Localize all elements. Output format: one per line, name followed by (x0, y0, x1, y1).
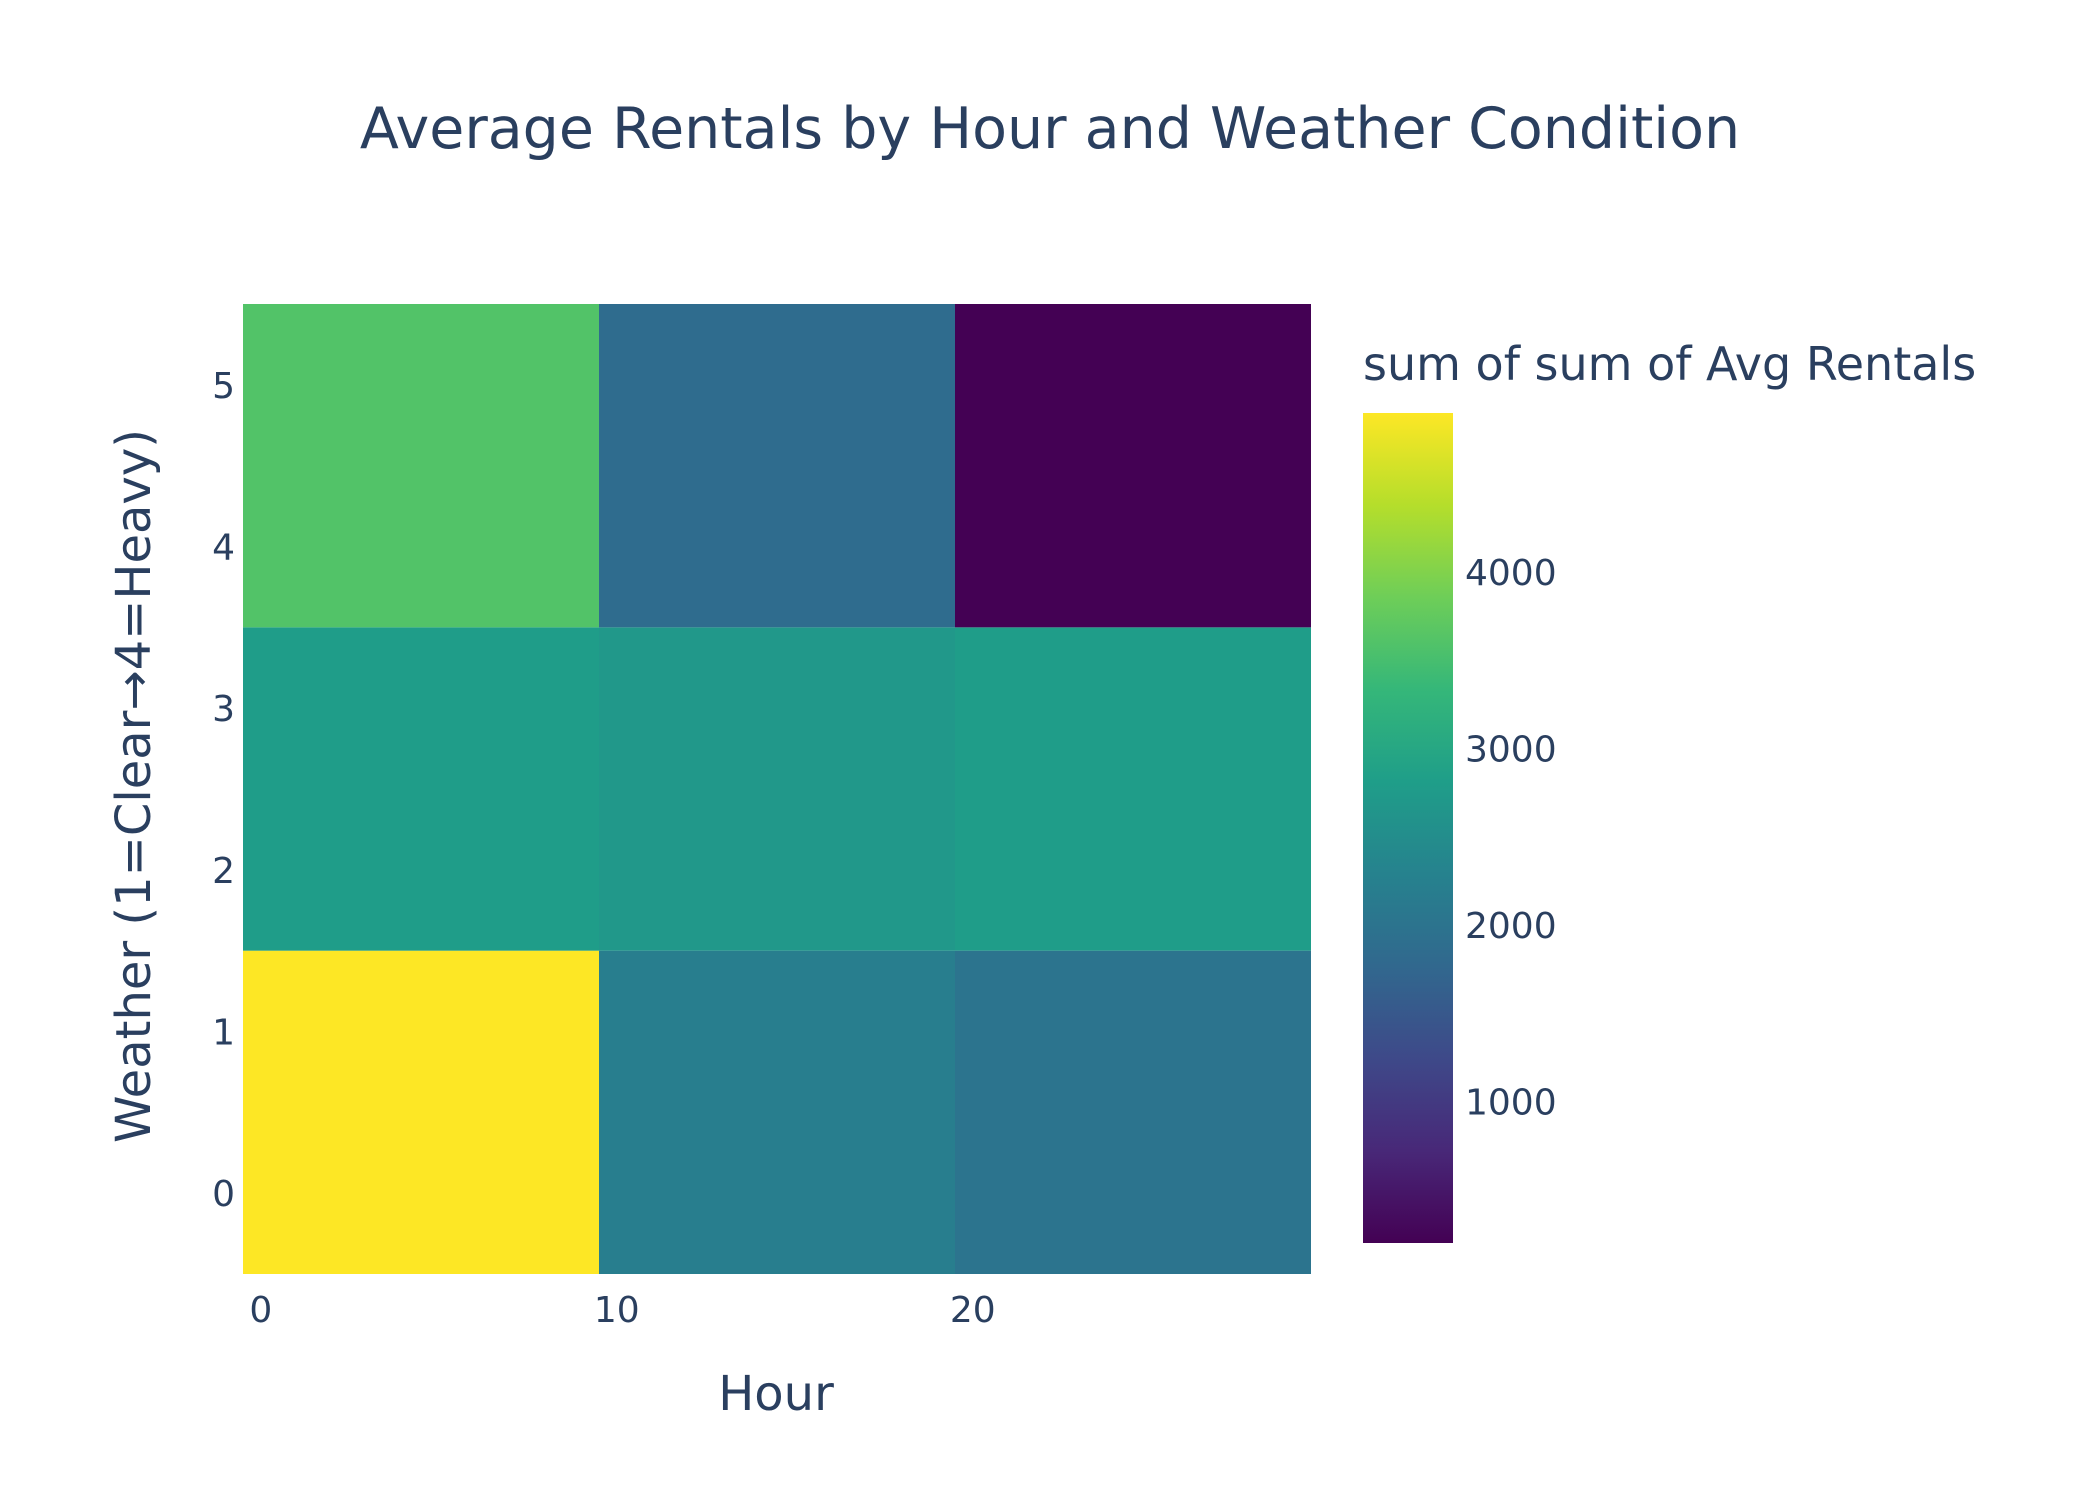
y-tick-label: 0 (212, 1174, 235, 1215)
x-axis-ticks: 0 10 20 (249, 1290, 995, 1331)
y-tick-label: 4 (212, 528, 235, 569)
colorbar-ticks: 1000 2000 3000 4000 (1465, 553, 1557, 1124)
colorbar-tick-label: 1000 (1465, 1083, 1557, 1124)
colorbar-tick-label: 3000 (1465, 730, 1557, 771)
x-tick-label: 10 (594, 1290, 640, 1331)
y-tick-label: 2 (212, 851, 235, 892)
heatmap-cells (243, 304, 1311, 1274)
y-tick-label: 5 (212, 366, 235, 407)
x-tick-label: 0 (249, 1290, 272, 1331)
chart-title: Average Rentals by Hour and Weather Cond… (360, 96, 1740, 162)
heatmap-cell (599, 304, 955, 628)
heatmap-cell (955, 304, 1311, 628)
heatmap-cell (243, 950, 599, 1274)
x-tick-label: 20 (950, 1290, 996, 1331)
colorbar-tick-label: 4000 (1465, 553, 1557, 594)
heatmap-cell (243, 627, 599, 951)
heatmap-cell (599, 627, 955, 951)
colorbar-tick-label: 2000 (1465, 906, 1557, 947)
y-axis-ticks: 0 1 2 3 4 5 (212, 366, 235, 1215)
colorbar-title: sum of sum of Avg Rentals (1363, 337, 1976, 391)
y-tick-label: 1 (212, 1013, 235, 1054)
heatmap-cell (599, 950, 955, 1274)
heatmap-cell (243, 304, 599, 628)
heatmap-cell (955, 950, 1311, 1274)
colorbar (1363, 413, 1453, 1243)
y-axis-title: Weather (1=Clear→4=Heavy) (106, 429, 162, 1143)
heatmap-cell (955, 627, 1311, 951)
y-tick-label: 3 (212, 689, 235, 730)
x-axis-title: Hour (718, 1366, 834, 1422)
